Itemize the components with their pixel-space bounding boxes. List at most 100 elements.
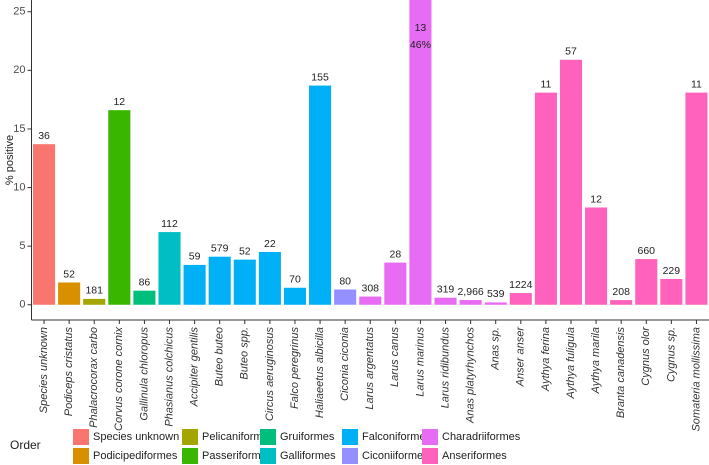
legend-swatch (422, 448, 438, 464)
x-tick-label: Cygnus olor (640, 326, 652, 386)
count-label: 52 (239, 245, 251, 257)
bar (283, 287, 307, 305)
bar (33, 144, 56, 305)
x-tick-label: Branta canadensis (615, 327, 627, 419)
x-tick-label: Aythya ferina (540, 327, 552, 392)
count-label: 539 (487, 288, 505, 300)
legend-swatch (342, 429, 358, 445)
count-label: 28 (389, 248, 401, 260)
count-label: 579 (211, 242, 229, 254)
legend-label: Passeriformes (202, 450, 273, 462)
count-label: 155 (311, 71, 329, 83)
bar (58, 282, 81, 305)
legend-swatch (73, 448, 89, 464)
x-tick-label: Somateria mollissima (690, 327, 702, 432)
count-label: 11 (691, 78, 702, 90)
count-label: 660 (638, 245, 656, 257)
bar (484, 302, 507, 305)
legend-label: Gruiformes (280, 431, 335, 443)
legend-swatch (182, 429, 198, 445)
bar (459, 300, 482, 305)
x-tick-label: Accipiter gentilis (189, 327, 201, 408)
bar (208, 256, 231, 305)
count-label: 59 (189, 251, 201, 263)
bar (309, 85, 332, 305)
bar (258, 252, 281, 305)
x-tick-label: Larus ridibundus (439, 327, 451, 409)
legend-label: Galliformes (280, 450, 336, 462)
count-label: 86 (139, 276, 151, 288)
bar (534, 92, 557, 305)
x-tick-label: Larus argentatus (364, 327, 376, 410)
legend-label: Falconiformes (362, 431, 432, 443)
bar (83, 298, 106, 305)
legend-title: Order (10, 438, 41, 452)
x-tick-label: Aythya fuligula (565, 327, 577, 399)
x-tick-label: Phalacrocorax carbo (88, 327, 100, 428)
x-tick-label: Gallinula chloropus (138, 327, 150, 421)
bar (610, 300, 633, 305)
bar (108, 110, 131, 305)
x-tick-label: Buteo spp. (239, 327, 251, 380)
count-label: 22 (264, 238, 276, 250)
count-label: 112 (161, 218, 178, 230)
count-label: 70 (289, 274, 301, 286)
bar (359, 296, 382, 305)
y-tick-label: 5 (19, 240, 25, 252)
x-tick-label: Species unknown (38, 327, 50, 413)
count-label: 12 (113, 96, 125, 108)
x-tick-label: Podiceps cristatus (63, 327, 75, 417)
count-label: 2,966 (457, 286, 483, 298)
x-tick-label: Falco peregrinus (289, 327, 301, 409)
y-tick-label: 10 (13, 181, 25, 193)
y-tick-label: 0 (19, 299, 25, 311)
legend-swatch (342, 448, 358, 464)
bar (559, 59, 583, 305)
x-tick-label: Anas platyrhynchos (465, 327, 477, 424)
legend-label: Ciconiiformes (362, 450, 429, 462)
x-tick-label: Circus aeruginosus (264, 327, 276, 422)
count-label: 319 (437, 284, 455, 296)
bar (685, 92, 708, 305)
bar (233, 259, 256, 305)
legend-swatch (73, 429, 89, 445)
count-label: 13 (415, 22, 427, 34)
x-tick-label: Aythya marila (590, 327, 602, 395)
x-tick-label: Larus marinus (414, 327, 426, 397)
legend-label: Charadriiformes (442, 431, 521, 443)
bar (384, 262, 407, 305)
legend-label: Podicipediformes (93, 450, 178, 462)
y-axis-label: % positive (4, 135, 16, 185)
y-tick-label: 15 (13, 123, 25, 135)
x-tick-label: Buteo buteo (214, 327, 226, 386)
bar (334, 289, 357, 305)
x-tick-label: Cygnus sp. (665, 327, 677, 382)
count-label: 208 (612, 286, 630, 298)
count-label: 12 (590, 193, 602, 205)
legend-swatch (422, 429, 438, 445)
legend-swatch (260, 429, 276, 445)
bar (409, 0, 432, 305)
count-label: 57 (565, 46, 577, 58)
bar (183, 264, 206, 305)
bar (158, 232, 181, 305)
bar (509, 293, 532, 305)
count-label: 36 (38, 130, 50, 142)
count-label: 80 (339, 275, 351, 287)
bar (585, 207, 608, 305)
bar (635, 259, 658, 305)
bar (133, 290, 156, 305)
count-label: 181 (85, 285, 103, 297)
x-tick-label: Larus canus (389, 327, 401, 387)
legend-swatch (260, 448, 276, 464)
legend-swatch (182, 448, 198, 464)
x-tick-label: Anser anser (515, 326, 527, 388)
x-tick-label: Ciconia ciconia (339, 327, 351, 401)
bar (660, 278, 683, 305)
count-label: 52 (63, 268, 75, 280)
count-label: 308 (361, 282, 379, 294)
count-label: 11 (540, 78, 551, 90)
x-tick-label: Haliaeetus albicilla (314, 327, 326, 418)
x-tick-label: Phasianus colchicus (163, 327, 175, 427)
